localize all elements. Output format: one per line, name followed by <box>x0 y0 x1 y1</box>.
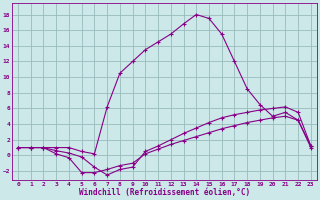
X-axis label: Windchill (Refroidissement éolien,°C): Windchill (Refroidissement éolien,°C) <box>79 188 250 197</box>
